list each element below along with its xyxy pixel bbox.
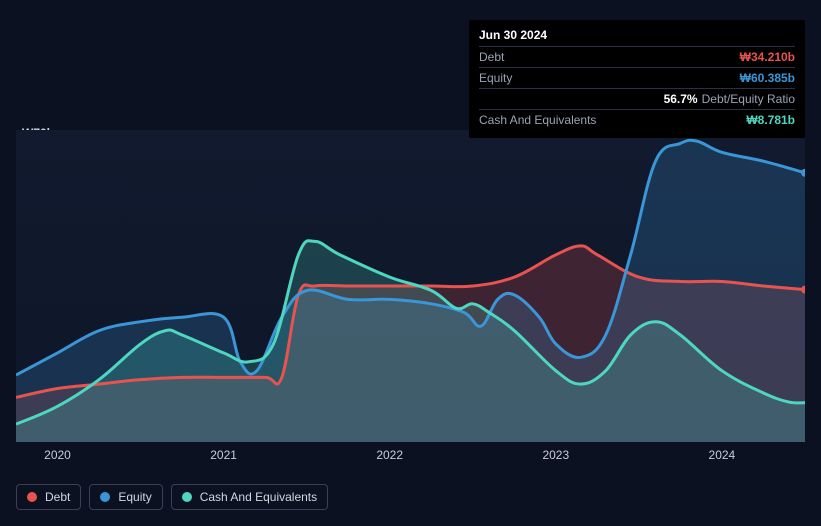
legend-swatch-debt — [27, 492, 37, 502]
tooltip-value-cash: ₩8.781b — [746, 113, 795, 127]
x-axis: 2020 2021 2022 2023 2024 — [16, 448, 805, 468]
tooltip-ratio-label: Debt/Equity Ratio — [702, 92, 795, 106]
x-tick-2020: 2020 — [44, 448, 71, 462]
chart-legend: Debt Equity Cash And Equivalents — [16, 484, 328, 510]
tooltip-ratio-value: 56.7% — [664, 92, 698, 106]
chart-svg — [16, 130, 805, 442]
legend-item-debt[interactable]: Debt — [16, 484, 81, 510]
tooltip-label-cash: Cash And Equivalents — [479, 113, 596, 127]
x-tick-2022: 2022 — [376, 448, 403, 462]
x-tick-2021: 2021 — [210, 448, 237, 462]
legend-item-cash[interactable]: Cash And Equivalents — [171, 484, 328, 510]
tooltip-label-equity: Equity — [479, 71, 512, 85]
x-tick-2023: 2023 — [542, 448, 569, 462]
tooltip-row-debt: Debt ₩34.210b — [479, 46, 795, 67]
tooltip-row-equity: Equity ₩60.385b — [479, 67, 795, 88]
chart-tooltip: Jun 30 2024 Debt ₩34.210b Equity ₩60.385… — [469, 20, 805, 138]
tooltip-label-debt: Debt — [479, 50, 504, 64]
x-tick-2024: 2024 — [709, 448, 736, 462]
tooltip-row-ratio: 56.7% Debt/Equity Ratio — [479, 88, 795, 109]
chart-plot-area[interactable] — [16, 130, 805, 442]
legend-swatch-cash — [182, 492, 192, 502]
legend-item-equity[interactable]: Equity — [89, 484, 162, 510]
tooltip-value-equity: ₩60.385b — [740, 71, 795, 85]
tooltip-value-debt: ₩34.210b — [740, 50, 795, 64]
tooltip-date: Jun 30 2024 — [479, 28, 795, 46]
legend-swatch-equity — [100, 492, 110, 502]
tooltip-ratio-cell: 56.7% Debt/Equity Ratio — [664, 92, 795, 106]
tooltip-row-cash: Cash And Equivalents ₩8.781b — [479, 109, 795, 130]
legend-label-equity: Equity — [118, 490, 151, 504]
legend-label-debt: Debt — [45, 490, 70, 504]
legend-label-cash: Cash And Equivalents — [200, 490, 317, 504]
financial-history-chart: Jun 30 2024 Debt ₩34.210b Equity ₩60.385… — [0, 0, 821, 526]
